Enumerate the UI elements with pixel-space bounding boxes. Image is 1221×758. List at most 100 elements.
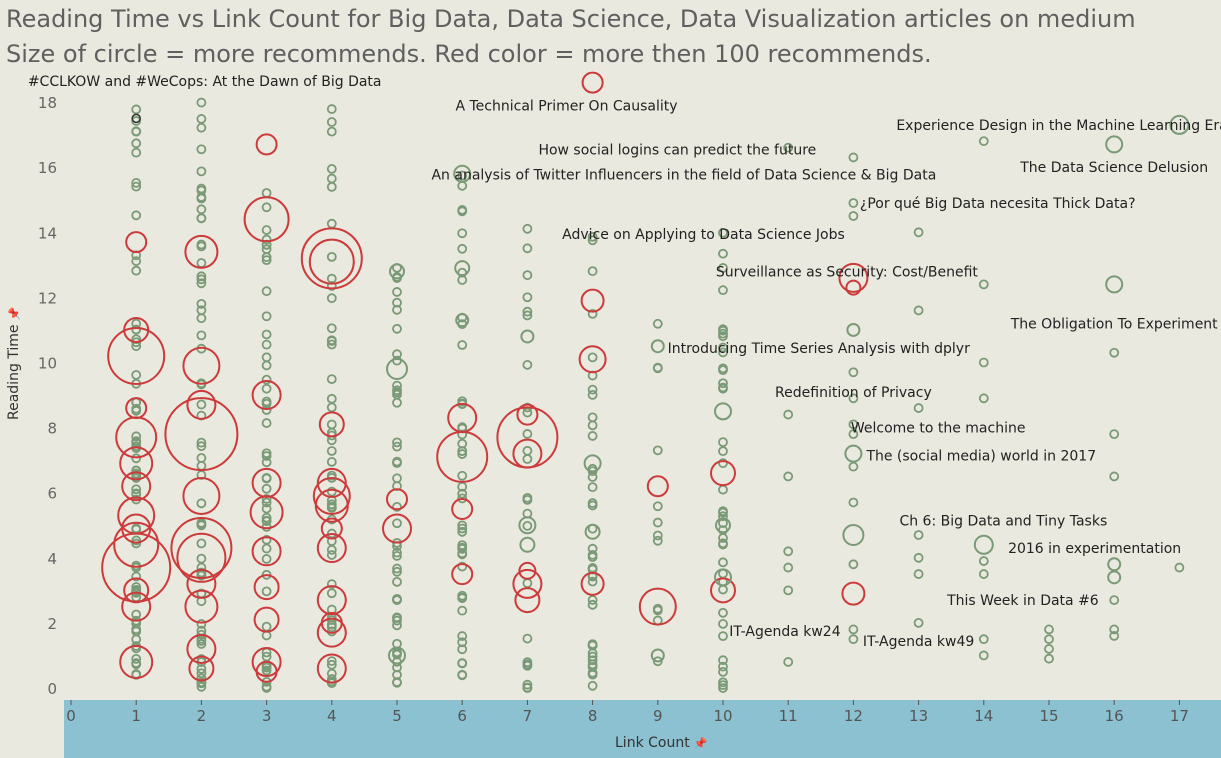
data-point — [1169, 114, 1190, 135]
data-point — [131, 634, 142, 645]
high-recommend-point — [514, 587, 541, 614]
data-point — [587, 498, 598, 508]
high-recommend-point — [164, 397, 239, 472]
data-point — [261, 512, 272, 523]
data-point — [848, 624, 859, 635]
data-point — [457, 542, 468, 553]
data-point — [457, 438, 468, 449]
data-point — [326, 126, 337, 137]
data-point — [261, 457, 272, 468]
data-point — [457, 605, 468, 616]
high-recommend-point — [646, 475, 669, 498]
data-point — [587, 651, 598, 662]
data-point — [1044, 634, 1054, 645]
high-recommend-point — [123, 316, 150, 343]
data-point — [718, 347, 728, 358]
data-point — [326, 218, 337, 229]
high-recommend-point — [123, 577, 150, 604]
pin-icon[interactable]: 📌 — [8, 306, 21, 321]
data-point — [326, 656, 337, 666]
annotation-label: An analysis of Twitter Influencers in th… — [431, 167, 936, 183]
data-point — [848, 634, 859, 645]
data-point — [1109, 595, 1120, 606]
x-tick-label: 8 — [588, 707, 598, 725]
high-recommend-point — [182, 346, 221, 385]
data-point — [392, 458, 402, 468]
high-recommend-point — [186, 633, 217, 664]
data-point — [131, 472, 142, 483]
annotation-label: The Data Science Delusion — [1019, 160, 1208, 176]
data-point — [196, 97, 207, 108]
data-point — [587, 308, 598, 319]
data-point — [457, 228, 468, 239]
data-point — [326, 402, 337, 413]
data-point — [131, 265, 142, 276]
data-point — [1105, 135, 1124, 154]
data-point — [522, 223, 533, 234]
data-point — [650, 339, 665, 354]
data-point — [457, 644, 468, 655]
data-point — [326, 622, 337, 633]
data-point — [131, 585, 142, 596]
y-tick-label: 16 — [38, 159, 57, 177]
pin-icon[interactable]: 📌 — [693, 737, 708, 750]
data-point — [457, 449, 468, 459]
data-point — [261, 515, 272, 526]
data-point — [261, 383, 272, 394]
high-recommend-point — [113, 521, 160, 568]
data-point — [714, 568, 732, 587]
data-point — [392, 323, 402, 334]
data-point — [326, 550, 337, 560]
x-tick-label: 13 — [909, 707, 928, 725]
data-point — [1109, 624, 1120, 635]
data-point — [261, 360, 272, 371]
high-recommend-point — [184, 234, 219, 269]
y-tick-label: 12 — [38, 289, 57, 307]
data-point — [196, 453, 207, 463]
high-recommend-point — [710, 460, 736, 487]
data-point — [1105, 275, 1124, 294]
data-point — [326, 536, 337, 547]
data-point — [261, 651, 272, 662]
x-axis-label[interactable]: Link Count 📌 — [615, 735, 708, 751]
data-point — [978, 136, 989, 147]
data-point — [522, 359, 533, 370]
data-point — [326, 281, 337, 291]
high-recommend-point — [838, 262, 869, 293]
data-point — [261, 188, 272, 198]
annotation-label: ¿Por qué Big Data necesita Thick Data? — [860, 196, 1136, 212]
data-point — [131, 653, 142, 664]
y-axis-label[interactable]: Reading Time📌 — [6, 306, 22, 420]
data-point — [131, 116, 142, 126]
data-point — [848, 152, 859, 163]
data-point — [453, 164, 472, 183]
data-point — [718, 484, 728, 495]
data-point — [1174, 562, 1185, 573]
data-point — [196, 258, 207, 268]
x-tick-label: 14 — [974, 707, 993, 725]
high-recommend-point — [182, 476, 221, 515]
data-point — [392, 473, 402, 484]
data-point — [587, 352, 598, 363]
y-tick-label: 10 — [38, 355, 57, 373]
annotation-label: Introducing Time Series Analysis with dp… — [668, 341, 971, 357]
data-point — [457, 523, 468, 534]
data-point — [392, 595, 402, 605]
data-point — [587, 570, 598, 581]
data-point — [392, 501, 402, 512]
data-point — [196, 185, 207, 196]
data-point — [131, 334, 142, 345]
data-point — [131, 181, 142, 192]
data-point — [131, 431, 142, 442]
data-point — [913, 618, 924, 628]
data-point — [326, 499, 337, 510]
data-point — [131, 562, 142, 573]
data-point — [131, 147, 142, 158]
x-tick-label: 9 — [653, 707, 663, 725]
data-point — [261, 286, 272, 297]
data-point — [457, 493, 468, 504]
high-recommend-point — [382, 513, 412, 544]
data-point — [522, 270, 533, 281]
data-point — [196, 673, 207, 684]
